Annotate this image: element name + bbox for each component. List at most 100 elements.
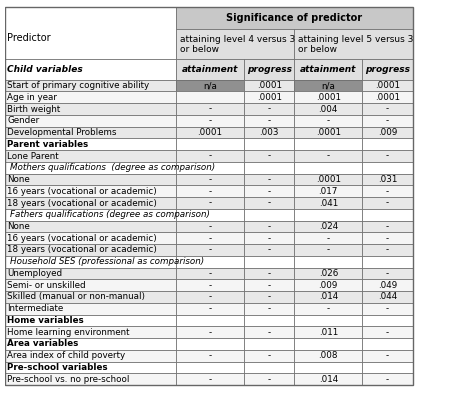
Bar (176, 256, 244, 267)
Bar (362, 80, 413, 91)
Text: -: - (208, 116, 212, 125)
Text: -: - (268, 116, 271, 125)
Text: .0001: .0001 (316, 128, 341, 137)
Text: Child variables: Child variables (7, 65, 83, 74)
Text: .0001: .0001 (375, 93, 400, 102)
Text: .041: .041 (318, 198, 338, 208)
Text: -: - (327, 304, 330, 313)
Bar (176, 127, 244, 139)
Text: -: - (208, 175, 212, 184)
Text: -: - (386, 351, 389, 360)
Text: .011: .011 (318, 328, 338, 337)
Text: Household SES (professional as comparison): Household SES (professional as compariso… (10, 257, 204, 266)
Bar (176, 350, 244, 362)
Text: -: - (386, 152, 389, 160)
Text: -: - (208, 105, 212, 114)
Text: Area index of child poverty: Area index of child poverty (7, 351, 125, 360)
Text: Significance of predictor: Significance of predictor (226, 13, 363, 23)
Bar (244, 338, 294, 350)
Bar (294, 127, 362, 139)
Text: Pre-school variables: Pre-school variables (7, 363, 108, 372)
Text: Home learning environment: Home learning environment (7, 328, 130, 337)
Text: .0001: .0001 (257, 81, 282, 90)
Text: -: - (268, 222, 271, 231)
Bar (362, 244, 413, 256)
Bar (294, 150, 362, 162)
Bar (362, 115, 413, 127)
Text: -: - (268, 351, 271, 360)
Text: 16 years (vocational or academic): 16 years (vocational or academic) (7, 234, 157, 243)
Bar (362, 197, 413, 209)
Bar (244, 115, 294, 127)
Bar (244, 315, 294, 326)
Text: .0001: .0001 (316, 175, 341, 184)
Text: Intermediate: Intermediate (7, 304, 64, 313)
Bar (244, 139, 294, 150)
Text: Skilled (manual or non-manual): Skilled (manual or non-manual) (7, 292, 145, 301)
Bar (294, 115, 362, 127)
Bar (5, 162, 176, 174)
Bar (176, 373, 244, 385)
Bar (294, 174, 362, 185)
Bar (176, 338, 244, 350)
Bar (5, 362, 176, 373)
Bar (294, 303, 362, 315)
Bar (362, 103, 413, 115)
Text: attaining level 4 versus 3
or below: attaining level 4 versus 3 or below (180, 35, 295, 54)
Bar (176, 315, 244, 326)
Text: -: - (208, 328, 212, 337)
Bar (244, 174, 294, 185)
Bar (244, 197, 294, 209)
Bar (244, 279, 294, 291)
Text: -: - (208, 304, 212, 313)
Text: -: - (386, 222, 389, 231)
Bar (176, 91, 244, 103)
Bar (176, 103, 244, 115)
Text: -: - (327, 246, 330, 255)
Text: 18 years (vocational or academic): 18 years (vocational or academic) (7, 198, 157, 208)
Bar (362, 221, 413, 232)
Bar (294, 29, 413, 59)
Bar (176, 197, 244, 209)
Text: -: - (386, 375, 389, 384)
Bar (176, 362, 244, 373)
Text: .0001: .0001 (257, 93, 282, 102)
Bar (294, 315, 362, 326)
Text: progress: progress (365, 65, 410, 74)
Text: -: - (208, 222, 212, 231)
Bar (5, 315, 176, 326)
Text: -: - (268, 328, 271, 337)
Bar (362, 291, 413, 303)
Bar (244, 232, 294, 244)
Bar (244, 162, 294, 174)
Text: -: - (208, 246, 212, 255)
Bar (176, 29, 294, 59)
Bar (244, 91, 294, 103)
Bar (244, 80, 294, 91)
Bar (362, 338, 413, 350)
Bar (362, 315, 413, 326)
Bar (294, 326, 362, 338)
Text: .017: .017 (318, 187, 338, 196)
Bar (176, 139, 244, 150)
Text: -: - (327, 234, 330, 243)
Text: .004: .004 (318, 105, 338, 114)
Bar (362, 362, 413, 373)
Bar (5, 174, 176, 185)
Bar (362, 326, 413, 338)
Text: -: - (268, 269, 271, 278)
Bar (5, 303, 176, 315)
Bar (5, 150, 176, 162)
Bar (362, 279, 413, 291)
Bar (5, 197, 176, 209)
Text: -: - (386, 246, 389, 255)
Text: .049: .049 (378, 281, 397, 290)
Bar (5, 267, 176, 279)
Bar (244, 59, 294, 80)
Text: .0001: .0001 (316, 93, 341, 102)
Bar (362, 209, 413, 221)
Bar (176, 279, 244, 291)
Text: Area variables: Area variables (7, 339, 79, 348)
Bar (294, 373, 362, 385)
Bar (5, 127, 176, 139)
